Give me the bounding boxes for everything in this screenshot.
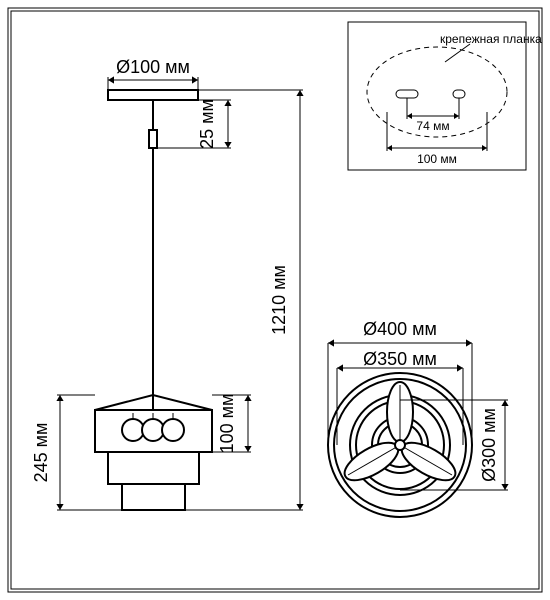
svg-text:Ø300 мм: Ø300 мм xyxy=(479,408,499,482)
svg-text:100 мм: 100 мм xyxy=(417,152,457,166)
lamp-side-view xyxy=(95,90,212,510)
svg-text:245 мм: 245 мм xyxy=(31,423,51,483)
mounting-plate-label: крепежная планка xyxy=(440,32,542,46)
svg-text:25 мм: 25 мм xyxy=(197,99,217,149)
mounting-plate-inset: крепежная планка 74 мм 100 мм xyxy=(348,22,542,170)
svg-text:Ø400 мм: Ø400 мм xyxy=(363,319,437,339)
svg-text:74 мм: 74 мм xyxy=(416,119,449,133)
svg-text:100 мм: 100 мм xyxy=(217,394,237,454)
svg-text:Ø350 мм: Ø350 мм xyxy=(363,349,437,369)
svg-text:Ø100 мм: Ø100 мм xyxy=(116,57,190,77)
technical-drawing: крепежная планка 74 мм 100 мм Ø100 мм 25 мм 1… xyxy=(8,8,542,592)
svg-text:1210 мм: 1210 мм xyxy=(269,265,289,335)
lamp-bottom-view xyxy=(328,373,472,517)
